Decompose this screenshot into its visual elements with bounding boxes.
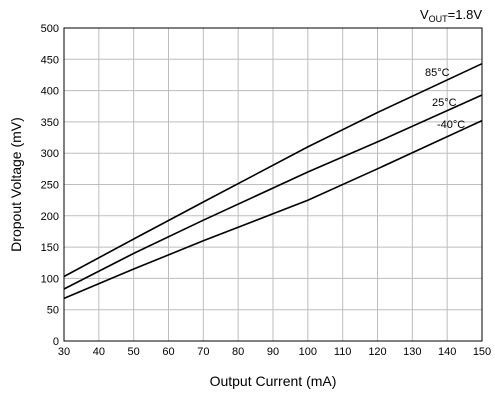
series-line — [63, 62, 483, 278]
x-tick-label: 50 — [128, 346, 140, 358]
x-tick-label: 40 — [93, 346, 105, 358]
series-lines — [63, 62, 483, 300]
series-label: -40°C — [437, 119, 465, 131]
x-tick-label: 150 — [473, 346, 491, 358]
y-tick-label: 0 — [53, 336, 59, 348]
y-tick-label: 150 — [41, 242, 59, 254]
x-tick-label: 140 — [438, 346, 456, 358]
x-axis-title: Output Current (mA) — [210, 373, 337, 389]
y-axis-title: Dropout Voltage (mV) — [8, 117, 24, 252]
y-tick-label: 450 — [41, 54, 59, 66]
x-tick-labels: 30 40 50 60 70 80 90 100 110 120 130 140 150 — [58, 346, 491, 358]
condition-label: VOUT=1.8V — [420, 7, 482, 24]
y-tick-label: 400 — [41, 86, 59, 98]
y-tick-label: 50 — [47, 305, 59, 317]
series-annotations: 85°C 25°C -40°C — [425, 67, 465, 131]
plot-frame — [63, 27, 483, 342]
y-tick-label: 500 — [41, 23, 59, 35]
series-label: 25°C — [432, 97, 457, 109]
grid-lines — [63, 27, 483, 342]
x-tick-label: 120 — [368, 346, 386, 358]
x-tick-label: 80 — [232, 346, 244, 358]
condition-subscript: OUT — [429, 14, 449, 24]
x-tick-label: 110 — [334, 346, 352, 358]
y-tick-label: 100 — [41, 273, 59, 285]
condition-suffix: =1.8V — [448, 7, 483, 22]
x-tick-label: 100 — [299, 346, 317, 358]
y-tick-labels: 0 50 100 150 200 250 300 350 400 450 500 — [41, 23, 59, 348]
series-line — [63, 119, 483, 300]
x-tick-label: 130 — [403, 346, 421, 358]
series-line — [63, 94, 483, 290]
y-tick-label: 350 — [41, 117, 59, 129]
y-tick-label: 300 — [41, 148, 59, 160]
x-tick-label: 90 — [267, 346, 279, 358]
x-tick-label: 60 — [162, 346, 174, 358]
x-tick-label: 70 — [197, 346, 209, 358]
condition-prefix: V — [420, 7, 429, 22]
x-tick-label: 30 — [58, 346, 70, 358]
series-label: 85°C — [425, 67, 450, 79]
y-tick-label: 250 — [41, 180, 59, 192]
y-tick-label: 200 — [41, 211, 59, 223]
